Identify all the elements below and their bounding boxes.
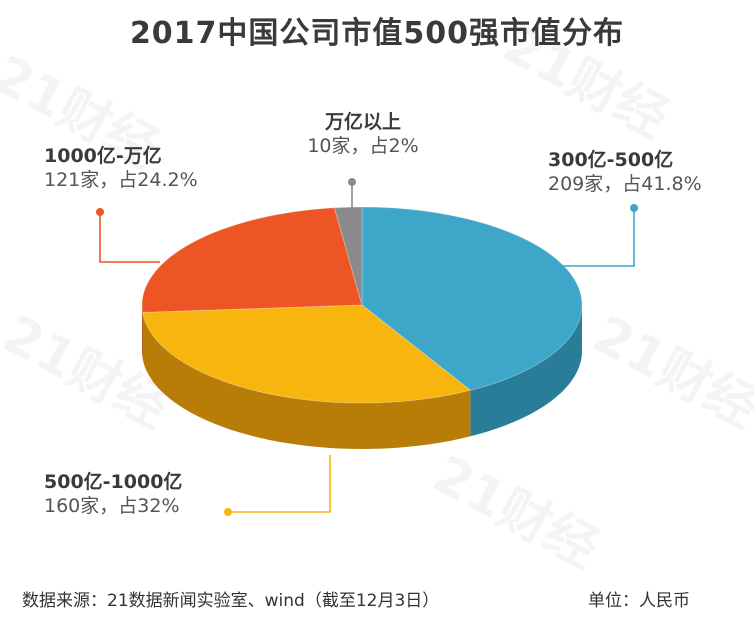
leader-dot xyxy=(96,208,104,216)
pie-slice xyxy=(361,206,583,391)
source-note: 数据来源：21数据新闻实验室、wind（截至12月3日） xyxy=(22,591,440,611)
pie-slice xyxy=(333,206,363,306)
pie-slice xyxy=(141,207,363,313)
leader-line xyxy=(560,208,635,267)
label-1000-wanyi: 1000亿-万亿 121家，占24.2% xyxy=(44,144,198,192)
slice-label: 300亿-500亿 xyxy=(548,149,674,171)
slice-value: 160家，占32% xyxy=(44,495,180,517)
label-wanyi: 万亿以上 10家，占2% xyxy=(288,110,438,158)
label-500-1000: 500亿-1000亿 160家，占32% xyxy=(44,470,182,518)
leader-line xyxy=(99,212,160,263)
leader-dot xyxy=(630,204,638,212)
label-300-500: 300亿-500亿 209家，占41.8% xyxy=(548,148,702,196)
slice-value: 209家，占41.8% xyxy=(548,173,702,195)
leader-dot xyxy=(348,178,356,186)
slice-label: 500亿-1000亿 xyxy=(44,471,183,493)
slice-value: 10家，占2% xyxy=(307,135,419,157)
unit-note: 单位：人民币 xyxy=(588,591,690,611)
slice-side xyxy=(142,312,471,449)
pie-slice xyxy=(142,304,472,404)
leader-line xyxy=(228,455,331,513)
slice-side xyxy=(142,305,143,359)
slice-value: 121家，占24.2% xyxy=(44,169,198,191)
slice-side xyxy=(470,305,582,437)
slice-label: 1000亿-万亿 xyxy=(44,145,162,167)
leader-dot xyxy=(224,508,232,516)
slice-label: 万亿以上 xyxy=(324,111,401,133)
chart-title: 2017中国公司市值500强市值分布 xyxy=(129,16,625,51)
